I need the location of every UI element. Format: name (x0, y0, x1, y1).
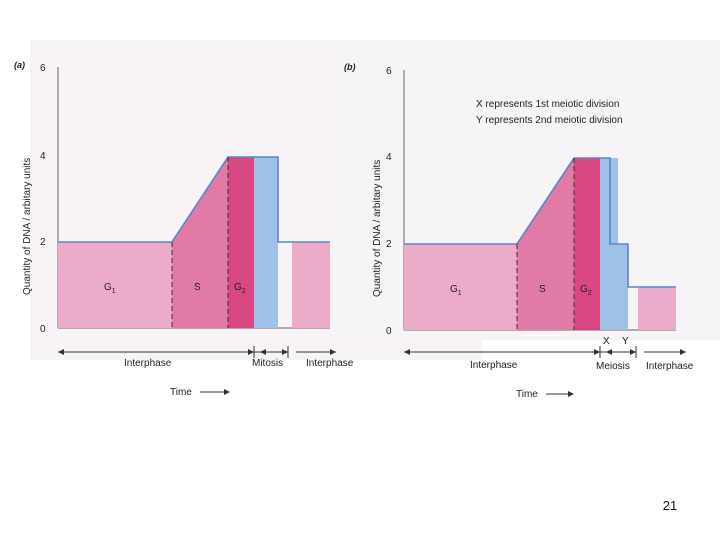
panel-b-tick-2: 2 (386, 239, 392, 250)
panel-b-tick-6: 6 (386, 66, 392, 77)
panel-b-next-g1-region (638, 287, 676, 330)
panel-a-ylabel: Quantity of DNA / arbitary units (22, 158, 33, 295)
panel-a-tick-4: 4 (40, 151, 46, 162)
panel-b-ylabel: Quantity of DNA / arbitary units (372, 160, 383, 297)
panel-a-g2-label: G2 (234, 282, 246, 295)
panel-a-mitosis-region (254, 157, 278, 328)
panel-b-meiosis2-region (618, 244, 628, 330)
panel-b-g2-region (574, 158, 600, 330)
panel-b-meiosis1-region (600, 158, 618, 330)
panel-a-next-g1-region (292, 242, 330, 328)
panel-b-g1-region (404, 244, 517, 330)
panel-b-legend-y: Y represents 2nd meiotic division (476, 115, 623, 126)
panel-b-marker-y: Y (622, 336, 629, 347)
panel-a-g1-region (58, 242, 172, 328)
panel-a-mitosis-label: Mitosis (252, 358, 283, 369)
panel-a-s-label: S (194, 282, 201, 293)
panel-b-label: (b) (344, 62, 356, 72)
panel-a-time-label: Time (170, 387, 192, 398)
panel-b-interphase-label: Interphase (470, 360, 518, 371)
page-number: 21 (662, 498, 678, 513)
panel-a-label: (a) (14, 60, 25, 70)
panel-b-g2-label: G2 (580, 284, 592, 297)
panel-a-tick-0: 0 (40, 324, 46, 335)
panel-a-interphase2-label: Interphase (306, 358, 354, 369)
panel-a-g2-region (228, 157, 254, 328)
panel-b-tick-0: 0 (386, 326, 392, 337)
panel-b-dna-line (404, 157, 676, 288)
panel-a-interphase-label: Interphase (124, 358, 172, 369)
panel-a-tick-6: 6 (40, 63, 46, 74)
panel-a-g1-label: G1 (104, 282, 116, 295)
panel-a-tick-2: 2 (40, 237, 46, 248)
panel-b-g1-label: G1 (450, 284, 462, 297)
panel-a-s-region (172, 157, 228, 328)
panel-b-time-label: Time (516, 389, 538, 400)
panel-b-legend-x: X represents 1st meiotic division (476, 99, 619, 110)
panel-b-meiosis-label: Meiosis (596, 361, 630, 372)
panel-b: (b) X represents 1st meiotic division Y … (344, 62, 694, 400)
panel-b-interphase2-label: Interphase (646, 361, 694, 372)
panel-b-tick-4: 4 (386, 152, 392, 163)
panel-a: (a) 6 4 2 0 Quantity of DNA / arbitary u… (14, 60, 354, 398)
panel-b-s-region (517, 158, 574, 330)
panel-b-s-label: S (539, 284, 546, 295)
panel-a-dna-line (58, 156, 330, 243)
panel-b-marker-x: X (603, 336, 610, 347)
